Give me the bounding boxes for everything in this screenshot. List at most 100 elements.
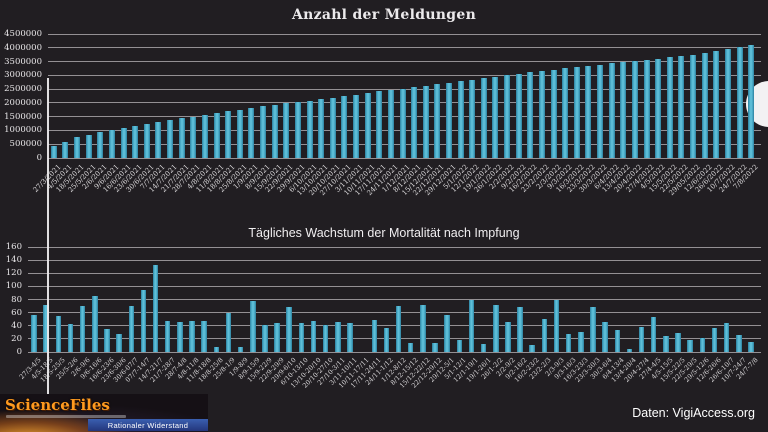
bar xyxy=(434,84,441,158)
bottom-chart-x-axis-labels: 27/3-4/5 4/5-18/5 18/5-25/5 25/5-2/6 2/6-9/6… xyxy=(18,354,760,398)
bar xyxy=(364,92,371,158)
bar xyxy=(260,106,267,158)
y-tick-label: 2500000 xyxy=(4,84,42,95)
bar xyxy=(690,54,697,158)
bar xyxy=(97,132,104,158)
y-tick-label: 3500000 xyxy=(4,56,42,67)
bar xyxy=(550,69,557,158)
bar xyxy=(585,65,592,158)
y-tick-label: 3000000 xyxy=(4,70,42,81)
bar xyxy=(469,79,476,158)
bar xyxy=(387,90,394,158)
gridline xyxy=(28,259,761,261)
bar xyxy=(50,146,57,158)
bar xyxy=(104,329,110,352)
bar xyxy=(420,305,426,352)
bar xyxy=(492,76,499,158)
bar xyxy=(701,53,708,158)
bar xyxy=(608,63,615,158)
bar xyxy=(140,289,147,352)
top-chart-x-axis-labels: 27/3/20214/5/202118/5/202125/5/20212/6/2… xyxy=(31,161,759,217)
bar xyxy=(376,91,383,158)
bar xyxy=(143,123,150,158)
gridline xyxy=(28,338,761,340)
bar xyxy=(43,304,49,352)
bar xyxy=(650,316,657,352)
bar xyxy=(248,107,255,158)
bar xyxy=(480,78,487,158)
bar xyxy=(120,128,127,158)
bar xyxy=(271,104,278,158)
bar xyxy=(371,319,378,352)
bar xyxy=(597,64,604,158)
bar xyxy=(225,111,232,158)
bar xyxy=(347,323,353,352)
bar xyxy=(201,114,208,158)
y-tick-label: 140 xyxy=(5,255,22,266)
y-tick-label: 0 xyxy=(36,153,42,163)
bar xyxy=(201,320,207,352)
bar xyxy=(713,51,720,158)
y-tick-label: 40 xyxy=(11,320,22,331)
bar xyxy=(666,57,673,158)
y-tick-label: 120 xyxy=(5,268,22,279)
logo-banner: Rationaler Widerstand xyxy=(88,419,208,431)
bar xyxy=(31,314,37,352)
bar xyxy=(444,314,450,352)
bar xyxy=(306,100,313,158)
bar xyxy=(152,264,159,352)
bar xyxy=(250,300,256,352)
y-tick-label: 160 xyxy=(5,242,22,252)
bar xyxy=(92,296,98,352)
bar xyxy=(643,59,650,158)
bottom-chart-title: Tägliches Wachstum der Mortalität nach I… xyxy=(248,226,520,240)
bar xyxy=(236,109,243,158)
bar xyxy=(505,321,511,352)
bar xyxy=(620,62,627,158)
gridline xyxy=(28,312,761,314)
bar xyxy=(614,330,621,352)
gridline xyxy=(28,285,761,287)
bar xyxy=(383,327,390,352)
bar xyxy=(687,339,693,352)
bar xyxy=(565,333,572,352)
bar xyxy=(213,112,220,158)
bar xyxy=(711,328,718,352)
bar xyxy=(562,68,569,158)
bar xyxy=(538,71,545,158)
bar xyxy=(736,334,742,352)
vertical-guide-line xyxy=(47,78,49,395)
bar xyxy=(407,342,414,352)
bar xyxy=(164,321,171,352)
bar xyxy=(213,346,220,352)
bar xyxy=(590,306,596,352)
bar xyxy=(190,116,197,158)
logo-title: ScienceFiles xyxy=(5,396,110,414)
bar xyxy=(655,58,662,158)
bar xyxy=(353,94,359,158)
bar xyxy=(457,81,464,158)
gridline xyxy=(48,47,761,49)
bar xyxy=(128,306,135,352)
gridline xyxy=(28,325,761,327)
bar xyxy=(155,121,162,158)
bar xyxy=(329,97,336,158)
bar xyxy=(294,101,301,158)
y-tick-label: 2000000 xyxy=(4,97,42,108)
bar xyxy=(132,125,139,158)
bar xyxy=(318,99,325,158)
bar xyxy=(286,307,292,352)
bar xyxy=(456,340,463,352)
y-tick-label: 80 xyxy=(11,294,22,305)
bar xyxy=(55,315,62,352)
bar xyxy=(602,322,608,352)
bottom-chart-plot-area xyxy=(28,246,761,353)
bar xyxy=(341,96,348,158)
bar xyxy=(322,325,329,352)
gridline xyxy=(48,33,761,35)
bar xyxy=(678,56,685,158)
bar xyxy=(411,87,418,158)
bar xyxy=(553,300,560,352)
bar xyxy=(108,130,115,158)
gridline xyxy=(28,246,761,248)
